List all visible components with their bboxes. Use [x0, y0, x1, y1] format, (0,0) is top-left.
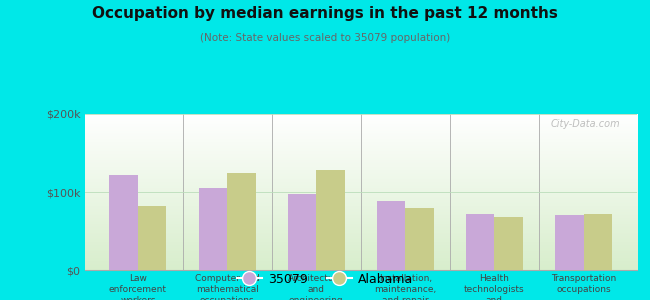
Bar	[138, 206, 166, 270]
Bar	[288, 194, 316, 270]
Bar	[466, 214, 495, 270]
Text: City-Data.com: City-Data.com	[551, 119, 620, 129]
Bar	[377, 201, 406, 270]
Legend: 35079, Alabama: 35079, Alabama	[232, 268, 418, 291]
Text: (Note: State values scaled to 35079 population): (Note: State values scaled to 35079 popu…	[200, 33, 450, 43]
Bar	[316, 170, 344, 270]
Bar	[227, 172, 255, 270]
Bar	[495, 217, 523, 270]
Bar	[555, 215, 584, 270]
Bar	[406, 208, 434, 270]
Text: Occupation by median earnings in the past 12 months: Occupation by median earnings in the pas…	[92, 6, 558, 21]
Bar	[198, 188, 227, 270]
Bar	[584, 214, 612, 270]
Bar	[109, 175, 138, 270]
